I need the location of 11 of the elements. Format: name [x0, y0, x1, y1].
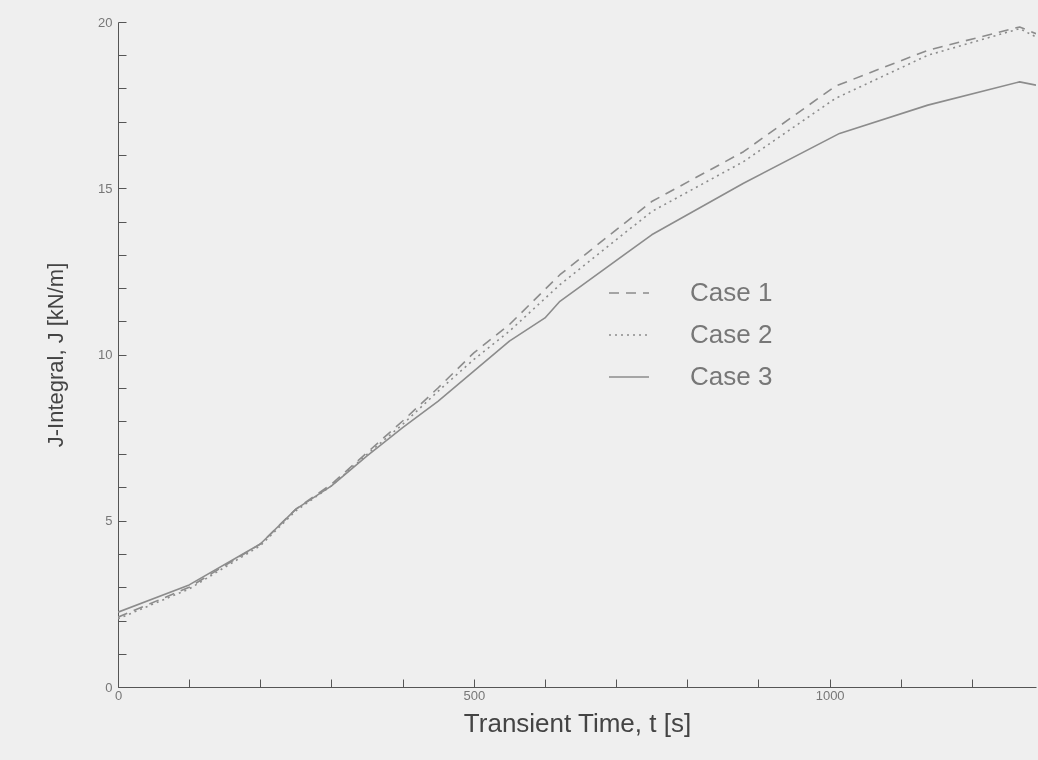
y-tick-label: 20 [98, 14, 113, 30]
x-tick-label: 500 [463, 687, 486, 703]
x-tick-label: 1000 [815, 687, 845, 703]
legend-label: Case 2 [690, 319, 773, 349]
legend-label: Case 1 [690, 277, 773, 307]
y-axis-title: J-Integral, J [kN/m] [43, 262, 69, 448]
legend-label: Case 3 [690, 361, 773, 391]
y-tick-label: 5 [105, 513, 113, 529]
y-tick-label: 10 [98, 347, 113, 362]
x-axis-title: Transient Time, t [s] [463, 707, 692, 738]
y-tick-label: 15 [98, 180, 113, 196]
